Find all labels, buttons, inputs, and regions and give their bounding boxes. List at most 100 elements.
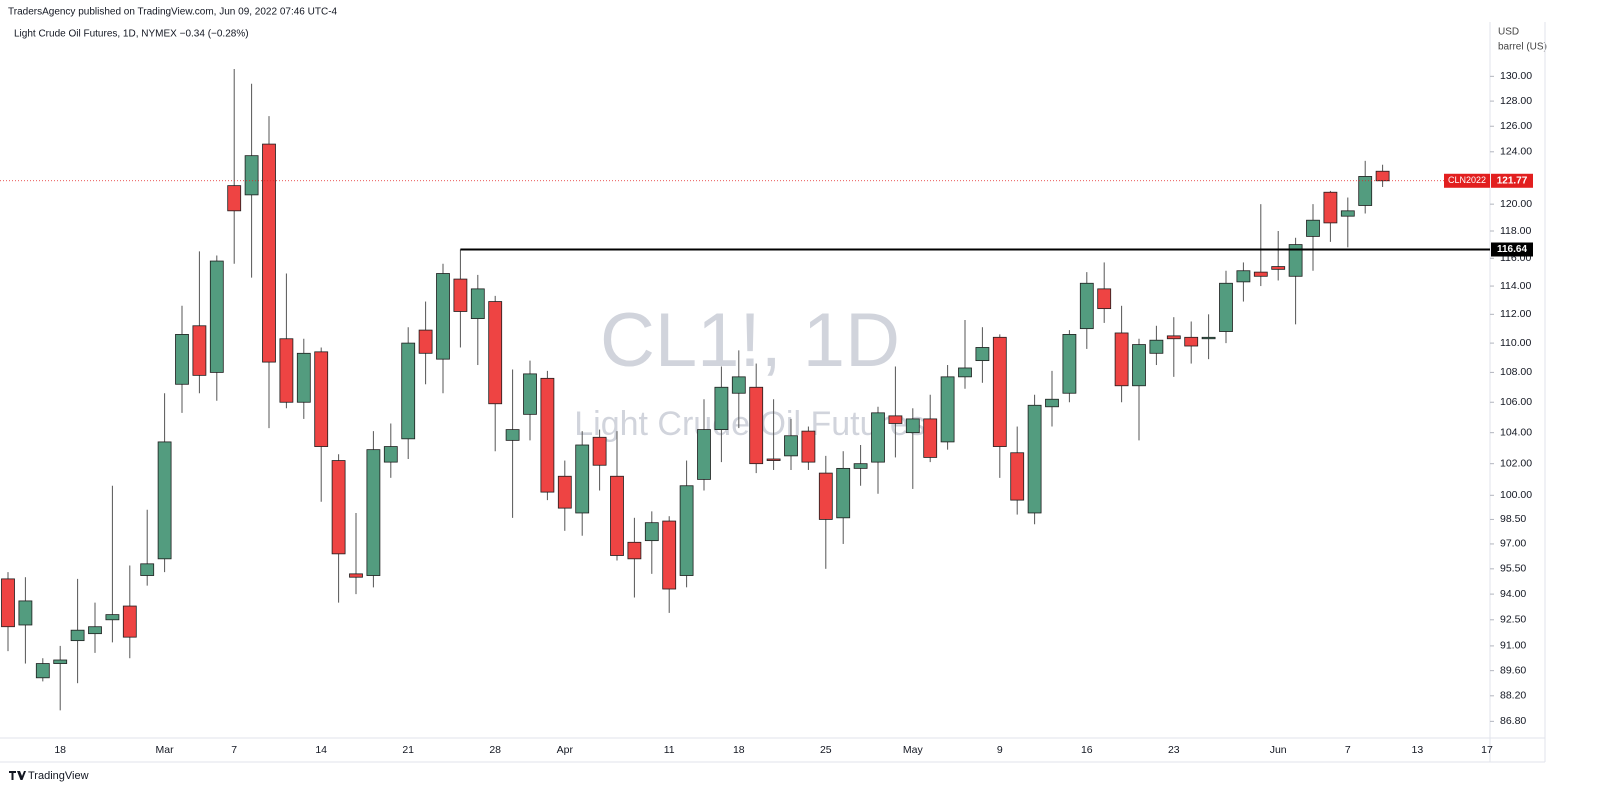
candle-body xyxy=(923,418,938,458)
candle-body xyxy=(1340,210,1355,217)
x-tick-label: 9 xyxy=(997,744,1003,756)
candle-body xyxy=(227,185,242,212)
candle-body xyxy=(122,605,137,638)
candle-body xyxy=(940,376,955,443)
candle-body xyxy=(871,412,885,463)
candle-body xyxy=(366,449,381,576)
candle-body xyxy=(1114,332,1129,387)
y-tick-label: 97.00 xyxy=(1500,538,1526,550)
candle-body xyxy=(1184,336,1199,347)
candle-body xyxy=(1,578,15,628)
x-tick-label: Mar xyxy=(156,744,175,756)
candle-body xyxy=(244,155,259,196)
candle-body xyxy=(418,329,433,354)
x-tick-label: 14 xyxy=(315,744,327,756)
y-tick-label: 130.00 xyxy=(1500,70,1532,82)
y-tick-label: 86.80 xyxy=(1500,715,1526,727)
y-tick-label: 95.50 xyxy=(1500,563,1526,575)
x-tick-label: 7 xyxy=(1345,744,1351,756)
candle-body xyxy=(1271,266,1286,270)
y-tick-label: 100.00 xyxy=(1500,489,1532,501)
candle-body xyxy=(905,418,920,434)
candle-body xyxy=(175,334,189,385)
candle-body xyxy=(470,288,485,320)
level-tag xyxy=(1491,242,1533,257)
candle-body xyxy=(1306,219,1320,237)
candle-body xyxy=(575,444,590,514)
candle-body xyxy=(383,446,398,463)
candle-body xyxy=(749,386,764,465)
candle-body xyxy=(610,475,624,556)
y-tick-label: 91.00 xyxy=(1500,640,1526,652)
candle-body xyxy=(18,600,33,626)
currency: USD xyxy=(1498,27,1519,38)
candle-body xyxy=(1166,335,1181,340)
y-tick-label: 104.00 xyxy=(1500,426,1532,438)
candle-body xyxy=(1045,398,1059,408)
candle-body xyxy=(557,475,572,509)
candle-body xyxy=(627,541,642,560)
legend-title: Light Crude Oil Futures, 1D, NYMEX −0.34… xyxy=(14,29,249,40)
candle-body xyxy=(192,325,207,376)
candle-body xyxy=(296,352,311,403)
candle-body xyxy=(1201,336,1216,340)
candle-body xyxy=(679,485,694,576)
price-tag xyxy=(1491,173,1533,188)
candle-body xyxy=(714,386,729,431)
candle-body xyxy=(157,441,172,560)
y-tick-label: 88.20 xyxy=(1500,690,1526,702)
y-tick-label: 89.60 xyxy=(1500,664,1526,676)
brand: TradingView xyxy=(28,770,89,782)
candle-body xyxy=(505,429,520,441)
candle-body xyxy=(1288,244,1303,277)
y-tick-label: 112.00 xyxy=(1500,308,1531,320)
candle-body xyxy=(331,460,346,555)
candle-body xyxy=(975,347,990,362)
candle-body xyxy=(453,278,468,312)
y-tick-label: 124.00 xyxy=(1500,146,1532,158)
candle-body xyxy=(88,626,102,635)
logo xyxy=(9,771,26,780)
symbol-tag xyxy=(1444,173,1490,188)
candle-body xyxy=(766,458,781,461)
candle-body xyxy=(436,273,450,360)
candle-body xyxy=(1079,282,1094,330)
x-tick-label: 11 xyxy=(664,744,675,756)
x-tick-label: 23 xyxy=(1168,744,1180,756)
candle-body xyxy=(697,429,711,480)
candle-body xyxy=(662,520,677,590)
y-tick-label: 92.50 xyxy=(1500,614,1526,626)
x-tick-label: May xyxy=(903,744,924,756)
candle-body xyxy=(784,435,798,457)
candle-body xyxy=(209,260,224,373)
candle-body xyxy=(1027,404,1042,514)
candle-body xyxy=(53,659,68,664)
candle-body xyxy=(818,472,833,520)
candle-body xyxy=(140,563,155,576)
x-tick-label: 13 xyxy=(1412,744,1424,756)
x-tick-label: 17 xyxy=(1481,744,1493,756)
candle-body xyxy=(1062,334,1077,394)
candle-body xyxy=(540,377,555,493)
candle-body xyxy=(1097,288,1112,310)
candle-body xyxy=(1219,282,1233,332)
candle-body xyxy=(731,376,746,394)
candle-body xyxy=(349,573,363,578)
candle-body xyxy=(523,373,537,415)
y-tick-label: 120.00 xyxy=(1500,198,1532,210)
candle-body xyxy=(401,342,416,440)
candle-body xyxy=(888,415,903,424)
x-tick-label: 18 xyxy=(54,744,66,756)
y-tick-label: 94.00 xyxy=(1500,588,1526,600)
candle-body xyxy=(992,336,1007,447)
price-label: 121.77 xyxy=(1497,175,1528,186)
candle-body xyxy=(836,467,851,519)
y-tick-label: 98.50 xyxy=(1500,513,1526,525)
x-tick-label: Jun xyxy=(1270,744,1287,756)
symbol-label: CLN2022 xyxy=(1448,175,1486,185)
candle-body xyxy=(1010,452,1025,501)
candle-body xyxy=(35,663,50,679)
candle-body xyxy=(1358,176,1373,206)
